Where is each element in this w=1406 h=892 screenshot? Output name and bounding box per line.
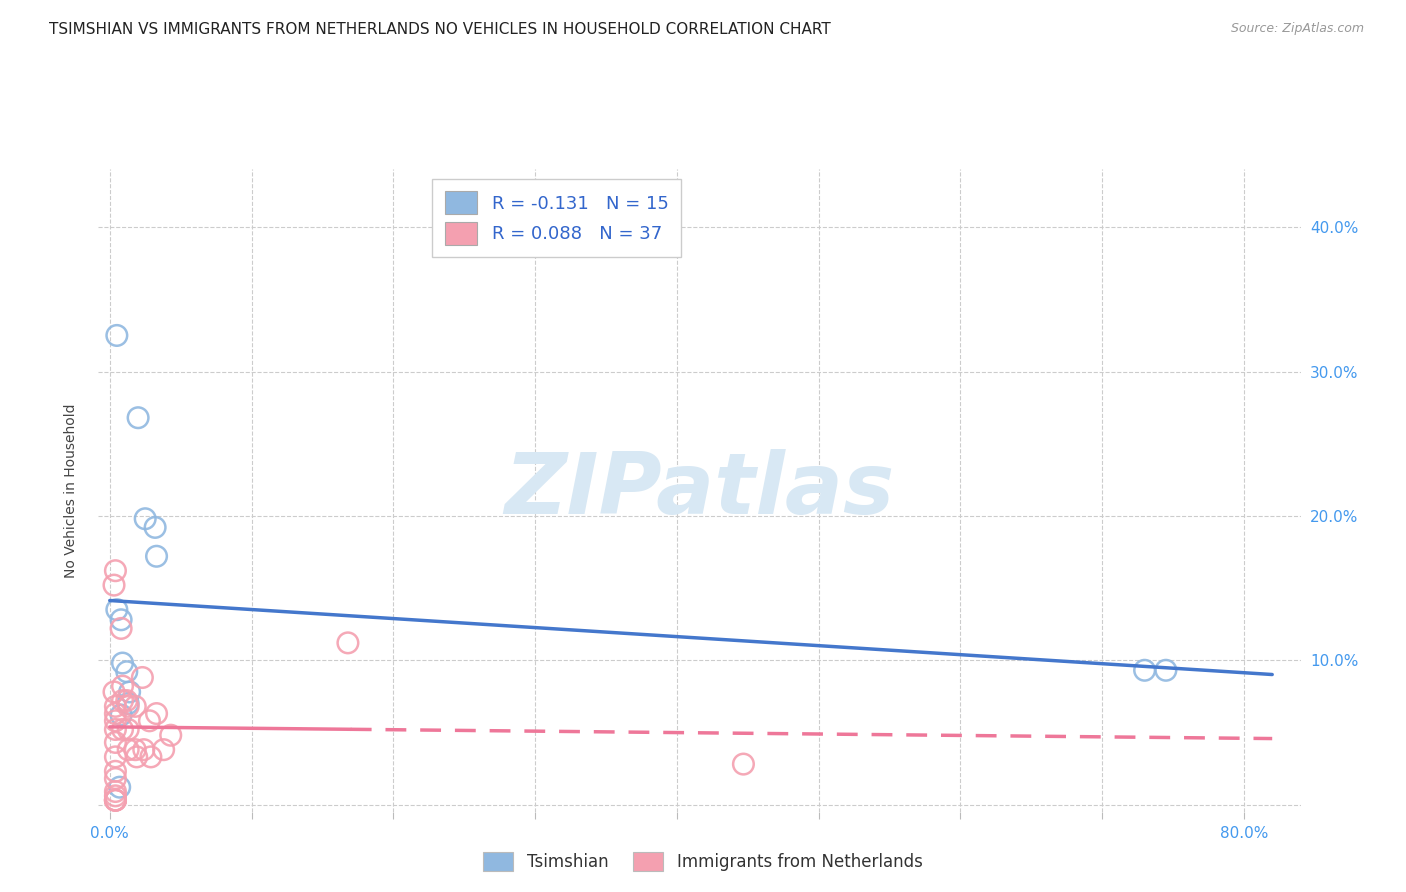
Point: [104, 706, 127, 721]
Y-axis label: No Vehicles in Household: No Vehicles in Household: [63, 403, 77, 578]
Legend: R = -0.131   N = 15, R = 0.088   N = 37: R = -0.131 N = 15, R = 0.088 N = 37: [432, 178, 681, 258]
Point: [110, 708, 132, 723]
Point: [118, 685, 141, 699]
Point: [104, 784, 127, 798]
Point: [152, 742, 174, 756]
Point: [733, 757, 755, 772]
Point: [104, 793, 127, 807]
Point: [143, 520, 166, 534]
Point: [105, 328, 128, 343]
Point: [145, 549, 167, 564]
Point: [1133, 663, 1156, 677]
Point: [104, 793, 127, 807]
Point: [110, 622, 132, 636]
Legend: Tsimshian, Immigrants from Netherlands: Tsimshian, Immigrants from Netherlands: [475, 843, 931, 880]
Point: [104, 793, 127, 807]
Point: [104, 772, 127, 786]
Point: [111, 723, 134, 737]
Point: [103, 685, 125, 699]
Text: ZIPatlas: ZIPatlas: [505, 449, 894, 533]
Point: [108, 780, 131, 794]
Point: [104, 735, 127, 749]
Point: [111, 693, 134, 707]
Point: [134, 512, 156, 526]
Point: [124, 742, 146, 756]
Point: [125, 750, 148, 764]
Point: [104, 793, 127, 807]
Point: [105, 602, 128, 616]
Point: [104, 723, 127, 737]
Point: [115, 693, 138, 707]
Point: [336, 636, 359, 650]
Point: [104, 750, 127, 764]
Point: [104, 714, 127, 728]
Point: [139, 750, 162, 764]
Point: [103, 578, 125, 592]
Point: [117, 699, 139, 714]
Point: [127, 410, 149, 425]
Point: [159, 728, 181, 742]
Point: [132, 742, 155, 756]
Point: [117, 723, 139, 737]
Point: [115, 665, 138, 679]
Point: [124, 699, 146, 714]
Point: [111, 679, 134, 693]
Point: [1154, 663, 1177, 677]
Text: Source: ZipAtlas.com: Source: ZipAtlas.com: [1230, 22, 1364, 36]
Point: [117, 697, 139, 711]
Point: [145, 706, 167, 721]
Point: [111, 656, 134, 670]
Point: [104, 564, 127, 578]
Point: [138, 714, 160, 728]
Point: [104, 764, 127, 779]
Point: [131, 671, 153, 685]
Point: [117, 742, 139, 756]
Point: [104, 789, 127, 803]
Text: TSIMSHIAN VS IMMIGRANTS FROM NETHERLANDS NO VEHICLES IN HOUSEHOLD CORRELATION CH: TSIMSHIAN VS IMMIGRANTS FROM NETHERLANDS…: [49, 22, 831, 37]
Point: [104, 699, 127, 714]
Point: [110, 613, 132, 627]
